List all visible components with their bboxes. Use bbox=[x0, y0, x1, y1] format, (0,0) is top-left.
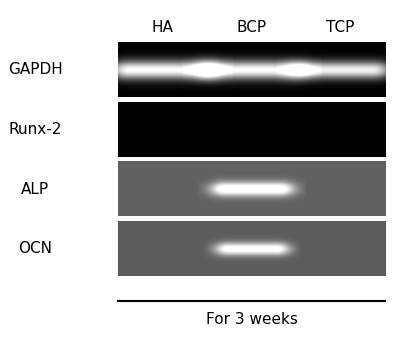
Text: GAPDH: GAPDH bbox=[8, 62, 63, 77]
Text: OCN: OCN bbox=[18, 241, 52, 256]
Text: BCP: BCP bbox=[237, 21, 266, 35]
Text: For 3 weeks: For 3 weeks bbox=[206, 312, 298, 326]
Text: ALP: ALP bbox=[21, 182, 50, 197]
Text: HA: HA bbox=[152, 21, 173, 35]
Text: TCP: TCP bbox=[327, 21, 355, 35]
Text: Runx-2: Runx-2 bbox=[9, 122, 62, 137]
